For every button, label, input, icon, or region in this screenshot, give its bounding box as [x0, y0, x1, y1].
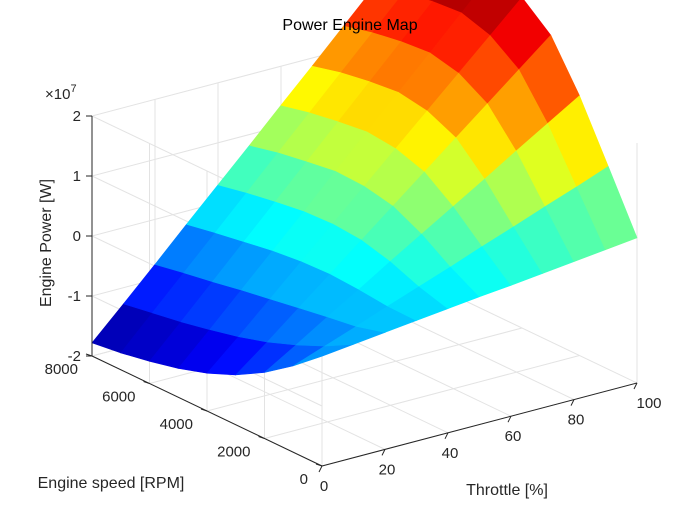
y-tick-mark	[200, 408, 208, 412]
x-tick-label: 20	[379, 461, 396, 478]
y-tick-label: 0	[300, 471, 308, 488]
z-axis-exponent: ×107	[45, 83, 77, 103]
x-tick-label: 100	[636, 395, 661, 412]
surface-plot	[91, 0, 638, 376]
y-tick-mark	[258, 436, 265, 439]
y-tick-label: 6000	[102, 389, 135, 406]
tick-labels: 0 20 40 60 80 100 0 2000 4000 6000 8000-2 -1 0 1 2	[45, 108, 662, 495]
x-tick-label: 60	[505, 428, 522, 445]
x-tick-mark	[381, 449, 386, 456]
y-tick-label: 8000	[45, 361, 78, 378]
x-tick-label: 40	[442, 445, 459, 462]
z-tick-label: -1	[68, 288, 81, 305]
y-tick-mark	[143, 381, 150, 384]
z-axis-exponent-base: ×10	[45, 86, 70, 103]
x-tick-mark	[318, 465, 323, 473]
z-tick-label: 0	[73, 228, 81, 245]
x-tick-mark	[444, 432, 449, 440]
y-tick-mark	[315, 463, 323, 467]
y-tick-label: 2000	[217, 444, 250, 461]
z-tick-label: -2	[68, 348, 81, 365]
x-axis-line	[321, 382, 638, 467]
y-axis-label: Engine speed [RPM]	[38, 475, 185, 492]
z-tick-label: 1	[73, 168, 81, 185]
surface-patch	[432, 0, 473, 13]
x-tick-label: 80	[568, 412, 585, 429]
z-axis-label: Engine Power [W]	[38, 179, 55, 307]
x-tick-label: 0	[320, 478, 328, 495]
z-axis-exponent-power: 7	[70, 83, 76, 95]
z-tick-label: 2	[73, 108, 81, 125]
x-tick-mark	[570, 399, 575, 406]
x-axis-label: Throttle [%]	[466, 482, 548, 499]
floor-grid-line-speed	[264, 355, 580, 439]
y-tick-label: 4000	[160, 416, 193, 433]
chart-title: Power Engine Map	[282, 17, 417, 34]
axes-frame	[85, 115, 638, 473]
x-tick-mark	[507, 415, 512, 423]
x-tick-mark	[633, 382, 638, 390]
surface-patch	[576, 166, 638, 251]
floor-grid-line-speed	[206, 327, 523, 412]
surface-patch	[428, 0, 435, 2]
